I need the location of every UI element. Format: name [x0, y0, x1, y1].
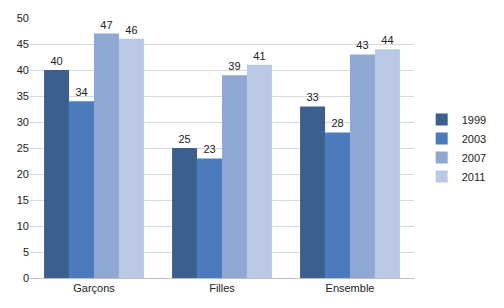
svg-text:46: 46 — [125, 24, 137, 36]
svg-text:15: 15 — [17, 194, 29, 206]
svg-text:2011: 2011 — [462, 171, 486, 183]
svg-text:2003: 2003 — [462, 133, 486, 145]
svg-text:1999: 1999 — [462, 114, 486, 126]
svg-text:33: 33 — [306, 91, 318, 103]
svg-text:20: 20 — [17, 168, 29, 180]
svg-text:43: 43 — [356, 39, 368, 51]
svg-text:41: 41 — [253, 50, 265, 62]
svg-text:5: 5 — [23, 246, 29, 258]
svg-text:0: 0 — [23, 272, 29, 284]
svg-text:39: 39 — [228, 60, 240, 72]
svg-text:47: 47 — [100, 19, 112, 31]
svg-text:28: 28 — [331, 117, 343, 129]
svg-text:23: 23 — [203, 143, 215, 155]
svg-text:10: 10 — [17, 220, 29, 232]
svg-text:44: 44 — [381, 34, 393, 46]
svg-text:50: 50 — [17, 12, 29, 24]
svg-text:Ensemble: Ensemble — [326, 282, 375, 294]
svg-text:35: 35 — [17, 90, 29, 102]
svg-text:30: 30 — [17, 116, 29, 128]
svg-text:45: 45 — [17, 38, 29, 50]
svg-text:40: 40 — [17, 64, 29, 76]
svg-text:25: 25 — [178, 133, 190, 145]
svg-text:25: 25 — [17, 142, 29, 154]
svg-text:Filles: Filles — [209, 282, 235, 294]
svg-text:Garçons: Garçons — [73, 282, 115, 294]
svg-text:40: 40 — [50, 55, 62, 67]
svg-text:34: 34 — [75, 86, 87, 98]
svg-text:2007: 2007 — [462, 152, 486, 164]
